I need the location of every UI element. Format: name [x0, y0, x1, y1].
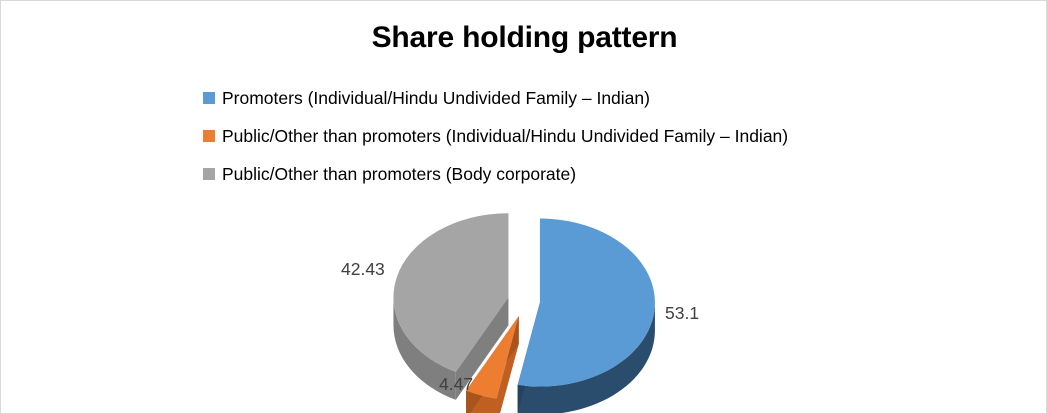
- pie-slice-promoters-individual-top: [517, 218, 655, 387]
- pie-slice-promoters-individual[interactable]: [517, 218, 655, 414]
- legend-swatch-blue-icon: [203, 92, 215, 104]
- legend-item-public-individual[interactable]: Public/Other than promoters (Individual/…: [203, 123, 788, 149]
- legend-label-public-individual: Public/Other than promoters (Individual/…: [222, 125, 789, 146]
- legend-label-promoters-individual: Promoters (Individual/Hindu Undivided Fa…: [222, 87, 650, 108]
- legend-label-public-body-corporate: Public/Other than promoters (Body corpor…: [222, 163, 577, 184]
- pie-slice-promoters-individual-rim: [517, 302, 655, 413]
- chart-title: Share holding pattern: [371, 21, 678, 54]
- legend-swatch-orange-icon: [203, 130, 215, 142]
- legend-swatch-gray-icon: [203, 168, 215, 180]
- pie-slice-public-body-corporate-top: [393, 213, 509, 372]
- legend-item-public-body-corporate[interactable]: Public/Other than promoters (Body corpor…: [203, 161, 788, 187]
- data-label-public-individual: 4.47: [439, 374, 474, 394]
- pie-slice-public-individual[interactable]: [466, 316, 519, 414]
- chart-legend: Promoters (Individual/Hindu Undivided Fa…: [203, 85, 788, 199]
- pie-slice-public-body-corporate[interactable]: [393, 213, 509, 400]
- pie-slice-public-body-corporate-rim: [393, 297, 456, 400]
- pie-slice-public-body-corporate-cut: [455, 297, 509, 400]
- legend-item-promoters-individual[interactable]: Promoters (Individual/Hindu Undivided Fa…: [203, 85, 788, 111]
- pie-slice-public-individual-top: [466, 316, 519, 399]
- data-label-public-body-corporate: 42.43: [341, 259, 385, 279]
- data-label-promoters-individual: 53.1: [665, 303, 700, 323]
